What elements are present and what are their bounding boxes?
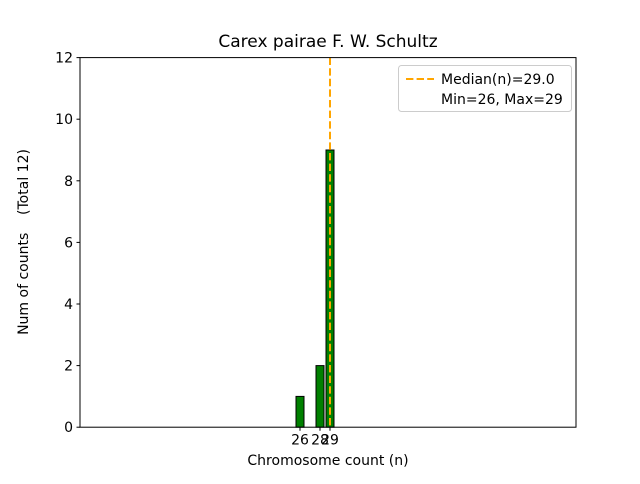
y-tick-label: 6 <box>64 235 73 251</box>
y-axis-ticks: 0 2 4 6 8 10 12 <box>55 51 80 436</box>
x-tick-label: 29 <box>321 433 339 449</box>
axes-frame <box>79 57 577 428</box>
chart-title: Carex pairae F. W. Schultz <box>218 32 437 52</box>
x-axis-label: Chromosome count (n) <box>247 453 408 469</box>
legend-entry-minmax: Min=26, Max=29 <box>441 92 563 108</box>
y-tick-label: 8 <box>64 174 73 190</box>
legend-box <box>398 65 572 112</box>
bar <box>315 365 325 428</box>
bar <box>295 395 305 428</box>
y-tick-label: 12 <box>55 51 73 67</box>
y-tick-label: 2 <box>64 359 73 375</box>
y-axis-label: Num of counts (Total 12) <box>16 149 32 335</box>
y-tick-label: 0 <box>64 420 73 436</box>
x-tick-label: 26 <box>291 433 309 449</box>
x-tick-label: 28 <box>311 433 329 449</box>
legend: Median(n)=29.0 Min=26, Max=29 <box>398 65 572 112</box>
y-tick-label: 4 <box>64 297 73 313</box>
legend-entry-median: Median(n)=29.0 <box>441 72 555 88</box>
y-tick-label: 10 <box>55 112 73 128</box>
